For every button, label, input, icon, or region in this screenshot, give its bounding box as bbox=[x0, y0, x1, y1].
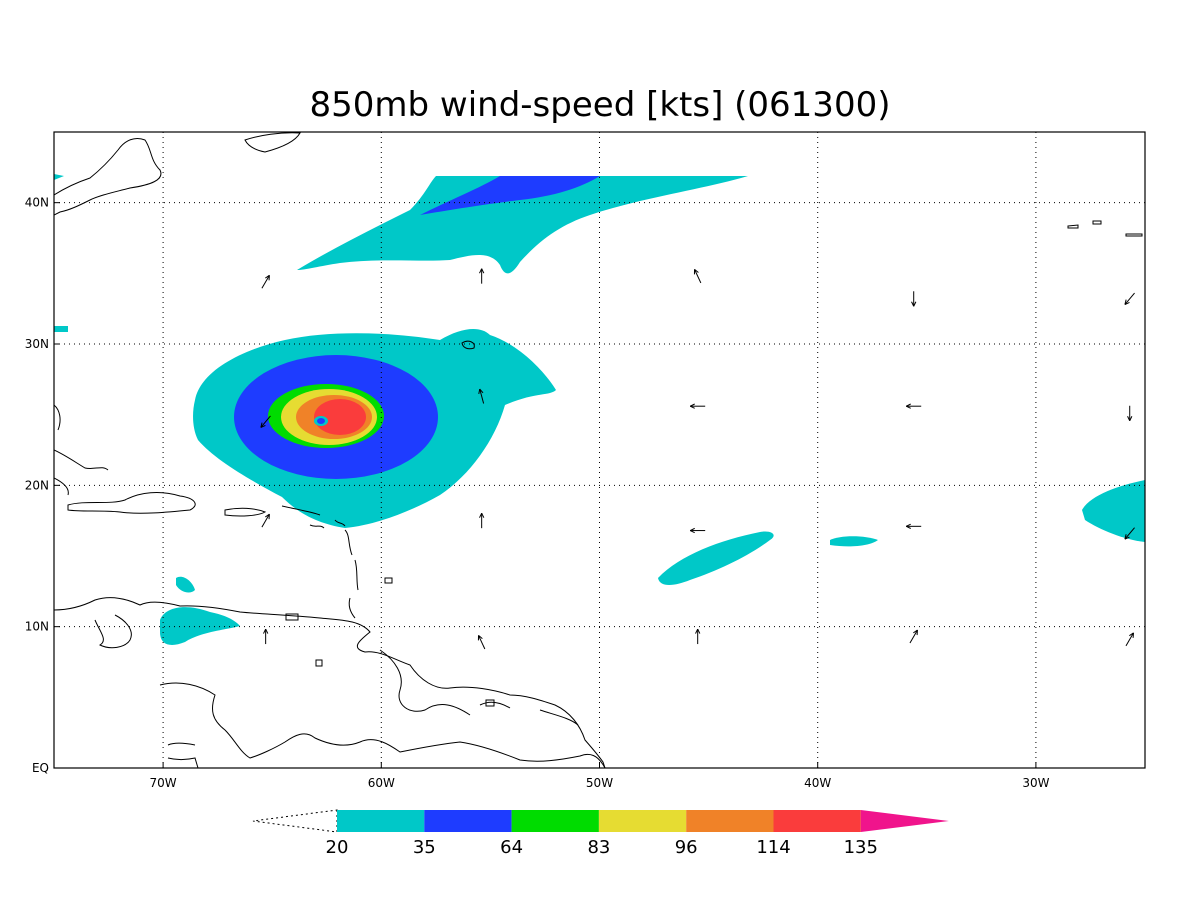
x-tick-label-1: 60W bbox=[368, 776, 395, 790]
wind-vector-16 bbox=[477, 635, 486, 650]
graticule bbox=[54, 132, 1145, 768]
wind-vectors bbox=[260, 268, 1135, 650]
map-area: 70W 60W 50W 40W 30W EQ 10N 20N 30N 40N bbox=[25, 131, 1146, 790]
y-tick-label-3: 30N bbox=[25, 337, 49, 351]
wind-vector-10 bbox=[261, 513, 270, 528]
y-axis-ticks: EQ 10N 20N 30N 40N bbox=[25, 196, 60, 775]
wind-vector-13 bbox=[905, 523, 922, 529]
wind-vector-2 bbox=[693, 268, 702, 284]
colorbar-under-extension bbox=[252, 809, 338, 833]
x-tick-label-4: 30W bbox=[1022, 776, 1049, 790]
wind-vector-7 bbox=[689, 403, 706, 409]
band-small-20kt bbox=[830, 536, 878, 547]
y-tick-label-0: EQ bbox=[32, 761, 49, 775]
colorbar-over-extension bbox=[860, 810, 949, 832]
wind-vector-15 bbox=[263, 628, 269, 645]
jet-north-35kt bbox=[420, 176, 600, 215]
colorbar-label-2: 64 bbox=[500, 837, 523, 858]
chart-title: 850mb wind-speed [kts] (061300) bbox=[310, 85, 891, 125]
wind-vector-5 bbox=[260, 415, 271, 428]
jet-north-20kt bbox=[297, 176, 748, 274]
storm-114kt bbox=[314, 399, 366, 435]
x-axis-ticks: 70W 60W 50W 40W 30W bbox=[150, 762, 1050, 790]
colorbar-segment-5 bbox=[773, 810, 861, 832]
y-tick-label-4: 40N bbox=[25, 196, 49, 210]
wind-vector-1 bbox=[479, 268, 485, 284]
colorbar-label-0: 20 bbox=[326, 837, 349, 858]
colorbar: 20 35 64 83 96 114 135 bbox=[252, 809, 949, 858]
left-patch-1 bbox=[54, 326, 68, 332]
caribbean-islet bbox=[176, 576, 195, 593]
coastlines bbox=[54, 132, 1143, 768]
y-tick-label-1: 10N bbox=[25, 620, 49, 634]
colorbar-segment-1 bbox=[424, 810, 512, 832]
wind-vector-14 bbox=[1124, 527, 1135, 540]
wind-vector-4 bbox=[1124, 292, 1135, 305]
colorbar-label-5: 114 bbox=[756, 837, 790, 858]
wind-vector-3 bbox=[911, 291, 917, 307]
wind-vector-19 bbox=[1125, 632, 1134, 647]
wind-vector-9 bbox=[1127, 405, 1133, 421]
colorbar-label-6: 135 bbox=[844, 837, 878, 858]
colorbar-segment-4 bbox=[686, 810, 774, 832]
band-east-20kt bbox=[1082, 480, 1145, 542]
colorbar-segment-3 bbox=[598, 810, 687, 832]
x-tick-label-0: 70W bbox=[150, 776, 177, 790]
storm-eye-core bbox=[317, 418, 325, 424]
left-patch-2 bbox=[54, 174, 64, 180]
wind-vector-6 bbox=[478, 388, 485, 404]
x-tick-label-3: 40W bbox=[804, 776, 831, 790]
wind-vector-11 bbox=[479, 512, 485, 529]
wind-vector-17 bbox=[695, 628, 701, 645]
wind-vector-18 bbox=[909, 629, 918, 644]
wind-vector-8 bbox=[905, 403, 922, 409]
band-central-20kt bbox=[658, 531, 774, 585]
x-tick-label-2: 50W bbox=[586, 776, 613, 790]
y-tick-label-2: 20N bbox=[25, 478, 49, 492]
colorbar-segment-2 bbox=[511, 810, 599, 832]
wind-vector-12 bbox=[689, 527, 706, 534]
wind-vector-0 bbox=[261, 274, 270, 289]
colorbar-segment-0 bbox=[337, 810, 425, 832]
caribbean-20kt bbox=[160, 607, 240, 645]
colorbar-label-1: 35 bbox=[413, 837, 436, 858]
colorbar-label-3: 83 bbox=[587, 837, 610, 858]
colorbar-label-4: 96 bbox=[675, 837, 698, 858]
